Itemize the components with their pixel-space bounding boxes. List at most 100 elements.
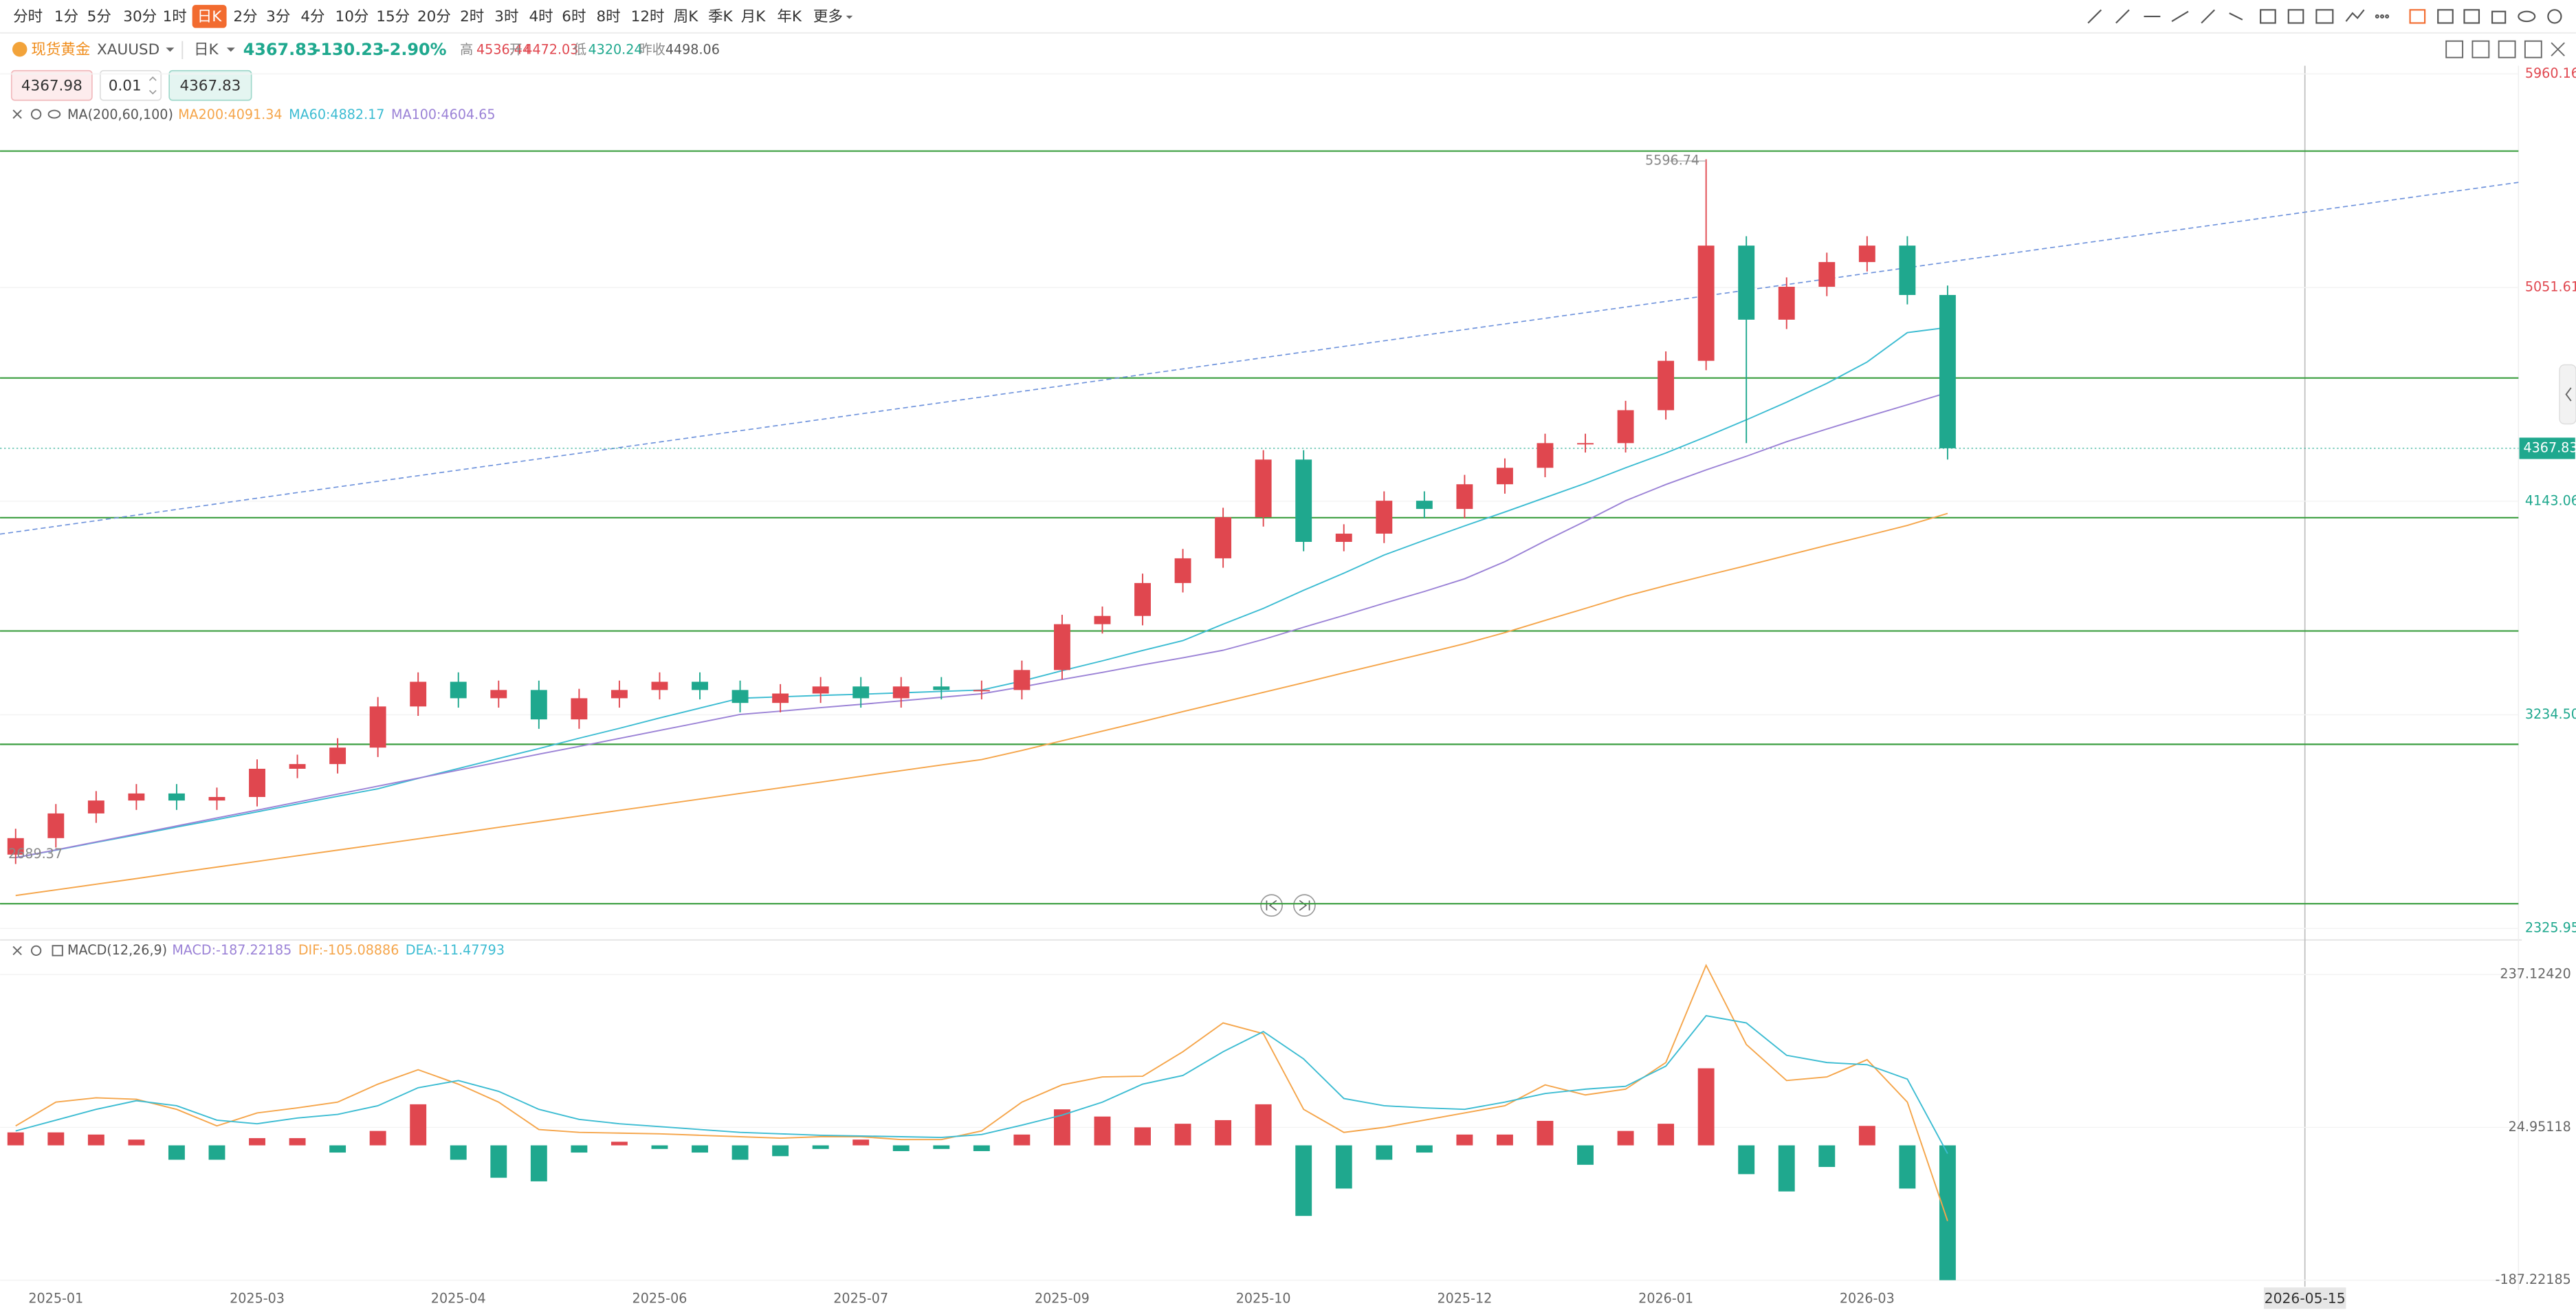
- macd-bar: [1939, 1145, 1956, 1280]
- candle-body: [329, 747, 346, 765]
- period-tab[interactable]: 年K: [777, 8, 802, 25]
- macd-bar: [731, 1145, 749, 1160]
- candle-body: [1778, 286, 1795, 320]
- period-tab[interactable]: 2时: [460, 8, 484, 25]
- candle-body: [1617, 410, 1634, 444]
- period-tab[interactable]: 3分: [266, 8, 290, 25]
- macd-bar: [1134, 1127, 1151, 1146]
- price-tag: [2519, 437, 2575, 459]
- macd-bar: [692, 1145, 708, 1153]
- period-tab[interactable]: 1时: [163, 8, 187, 25]
- period-tab[interactable]: 季K: [708, 8, 734, 25]
- candle-body: [1456, 484, 1473, 510]
- period-tab[interactable]: 分时: [13, 8, 43, 25]
- symbol-name: 现货黄金: [31, 41, 90, 58]
- trendline: [0, 182, 2519, 535]
- legend-entry: MA60:4882.17: [289, 107, 384, 122]
- y-tick-label: 2325.95: [2525, 920, 2576, 936]
- macd-bar: [772, 1145, 789, 1157]
- period-tab[interactable]: 更多: [813, 8, 843, 25]
- stepper[interactable]: [148, 76, 157, 95]
- macd-bar: [128, 1139, 145, 1146]
- macd-bar: [1295, 1145, 1312, 1216]
- quantity-input[interactable]: [99, 69, 162, 101]
- candle-body: [1818, 262, 1836, 287]
- macd-bar: [7, 1132, 24, 1146]
- candle-body: [1094, 615, 1111, 624]
- period-tab[interactable]: 4分: [300, 8, 324, 25]
- macd-legend-icons[interactable]: [12, 945, 63, 957]
- candle-body: [47, 813, 65, 838]
- price-change-percent: -2.90%: [383, 40, 447, 59]
- prev-close-label: 昨收: [639, 41, 665, 57]
- candle-body: [1939, 294, 1956, 448]
- period-tab[interactable]: 5分: [87, 8, 111, 25]
- symbol-code[interactable]: XAUUSD: [97, 41, 159, 58]
- period-tab[interactable]: 8时: [596, 8, 620, 25]
- scroll-left-icon: [1266, 899, 1277, 911]
- period-tab[interactable]: 2分: [233, 8, 257, 25]
- y-tick-label: 5960.16: [2525, 65, 2576, 81]
- scroll-left[interactable]: [1260, 894, 1283, 917]
- period-tab[interactable]: 20分: [417, 8, 451, 25]
- price-tag-label: 4367.83: [2523, 439, 2576, 455]
- period-tab[interactable]: 日K: [197, 8, 223, 25]
- candle-body: [1416, 501, 1433, 510]
- period-tab[interactable]: 15分: [376, 8, 410, 25]
- candle-body: [731, 690, 749, 703]
- drawing-tools[interactable]: [2087, 9, 2562, 24]
- macd-bar: [1738, 1145, 1755, 1175]
- period-tab[interactable]: 10分: [335, 8, 369, 25]
- macd-bar: [1255, 1104, 1272, 1146]
- period-tab[interactable]: 周K: [674, 8, 699, 25]
- period-tab[interactable]: 4时: [529, 8, 553, 25]
- last-price: 4367.83: [243, 40, 318, 59]
- macd-bar: [1617, 1131, 1634, 1146]
- legend-title: MACD(12,26,9): [67, 942, 167, 958]
- macd-line: [15, 1015, 1948, 1155]
- ma-line: [15, 512, 1948, 897]
- period[interactable]: 日K: [194, 41, 219, 58]
- macd-bar: [892, 1145, 910, 1151]
- macd-bar: [450, 1145, 467, 1160]
- candle-body: [289, 764, 306, 769]
- side-panel-toggle[interactable]: [2559, 364, 2576, 425]
- macd-bar: [1215, 1120, 1232, 1146]
- buy-button[interactable]: [168, 69, 252, 101]
- candle-body: [1335, 534, 1352, 542]
- macd-bar: [571, 1145, 588, 1153]
- macd-bar: [1174, 1124, 1191, 1146]
- bid-price[interactable]: 4367.98: [21, 77, 82, 94]
- candle-body: [973, 690, 990, 692]
- period-tab[interactable]: 3时: [494, 8, 518, 25]
- macd-bar: [369, 1131, 386, 1146]
- active-period-bg: [192, 5, 227, 28]
- x-tick-label: 2026-03: [1840, 1290, 1895, 1306]
- gold-icon: [12, 41, 27, 57]
- candle-body: [410, 681, 427, 707]
- candle-body: [208, 796, 225, 801]
- x-tick-label: 2025-12: [1437, 1290, 1492, 1306]
- candle-body: [571, 698, 588, 720]
- macd-bar: [1376, 1145, 1393, 1160]
- candle-body: [1899, 245, 1916, 295]
- sell-button[interactable]: [10, 69, 93, 101]
- quantity[interactable]: 0.01: [109, 77, 142, 94]
- period-tab[interactable]: 30分: [123, 8, 157, 25]
- high-value: 4536.44: [476, 41, 531, 57]
- scroll-right[interactable]: [1293, 894, 1316, 917]
- ma-legend-icons[interactable]: [12, 109, 61, 120]
- open-value: 4472.03: [524, 41, 578, 57]
- period-tab[interactable]: 月K: [741, 8, 767, 25]
- period-tab[interactable]: 6时: [562, 8, 586, 25]
- candle-body: [450, 681, 467, 699]
- candle-body: [530, 690, 547, 720]
- x-tick-label: 2025-04: [431, 1290, 486, 1306]
- macd-bar: [1778, 1145, 1795, 1192]
- chart-controls[interactable]: [2445, 40, 2565, 58]
- ask-price[interactable]: 4367.83: [179, 77, 241, 94]
- legend-entry: DEA:-11.47793: [406, 942, 505, 958]
- period-tab[interactable]: 12时: [631, 8, 665, 25]
- period-tab[interactable]: 1分: [54, 8, 78, 25]
